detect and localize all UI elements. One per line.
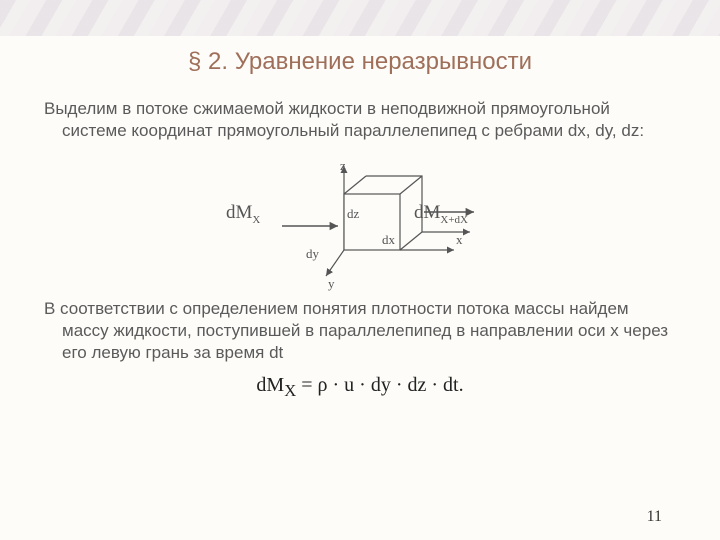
section-title: § 2. Уравнение неразрывности	[44, 48, 676, 76]
edge-dy-label: dy	[306, 246, 319, 262]
cube-diagram-svg	[44, 152, 676, 292]
page-number: 11	[647, 508, 662, 526]
label-dM-left: dMX	[226, 202, 260, 226]
decorative-header-texture	[0, 0, 720, 36]
slide-content: § 2. Уравнение неразрывности Выделим в п…	[44, 48, 676, 401]
cube-figure: dMX dMX+dX z x y dz dx dy	[44, 152, 676, 292]
paragraph-2: В соответствии с определением понятия пл…	[44, 298, 676, 364]
edge-dz-label: dz	[347, 206, 359, 222]
axis-x-label: x	[456, 232, 463, 248]
edge-dx-label: dx	[382, 232, 395, 248]
axis-z-label: z	[340, 158, 346, 174]
equation: dMX = ρ · u · dy · dz · dt.	[44, 374, 676, 401]
axis-y-label: y	[328, 276, 335, 292]
label-dM-right: dMX+dX	[414, 202, 468, 226]
paragraph-1: Выделим в потоке сжимаемой жидкости в не…	[44, 98, 676, 142]
